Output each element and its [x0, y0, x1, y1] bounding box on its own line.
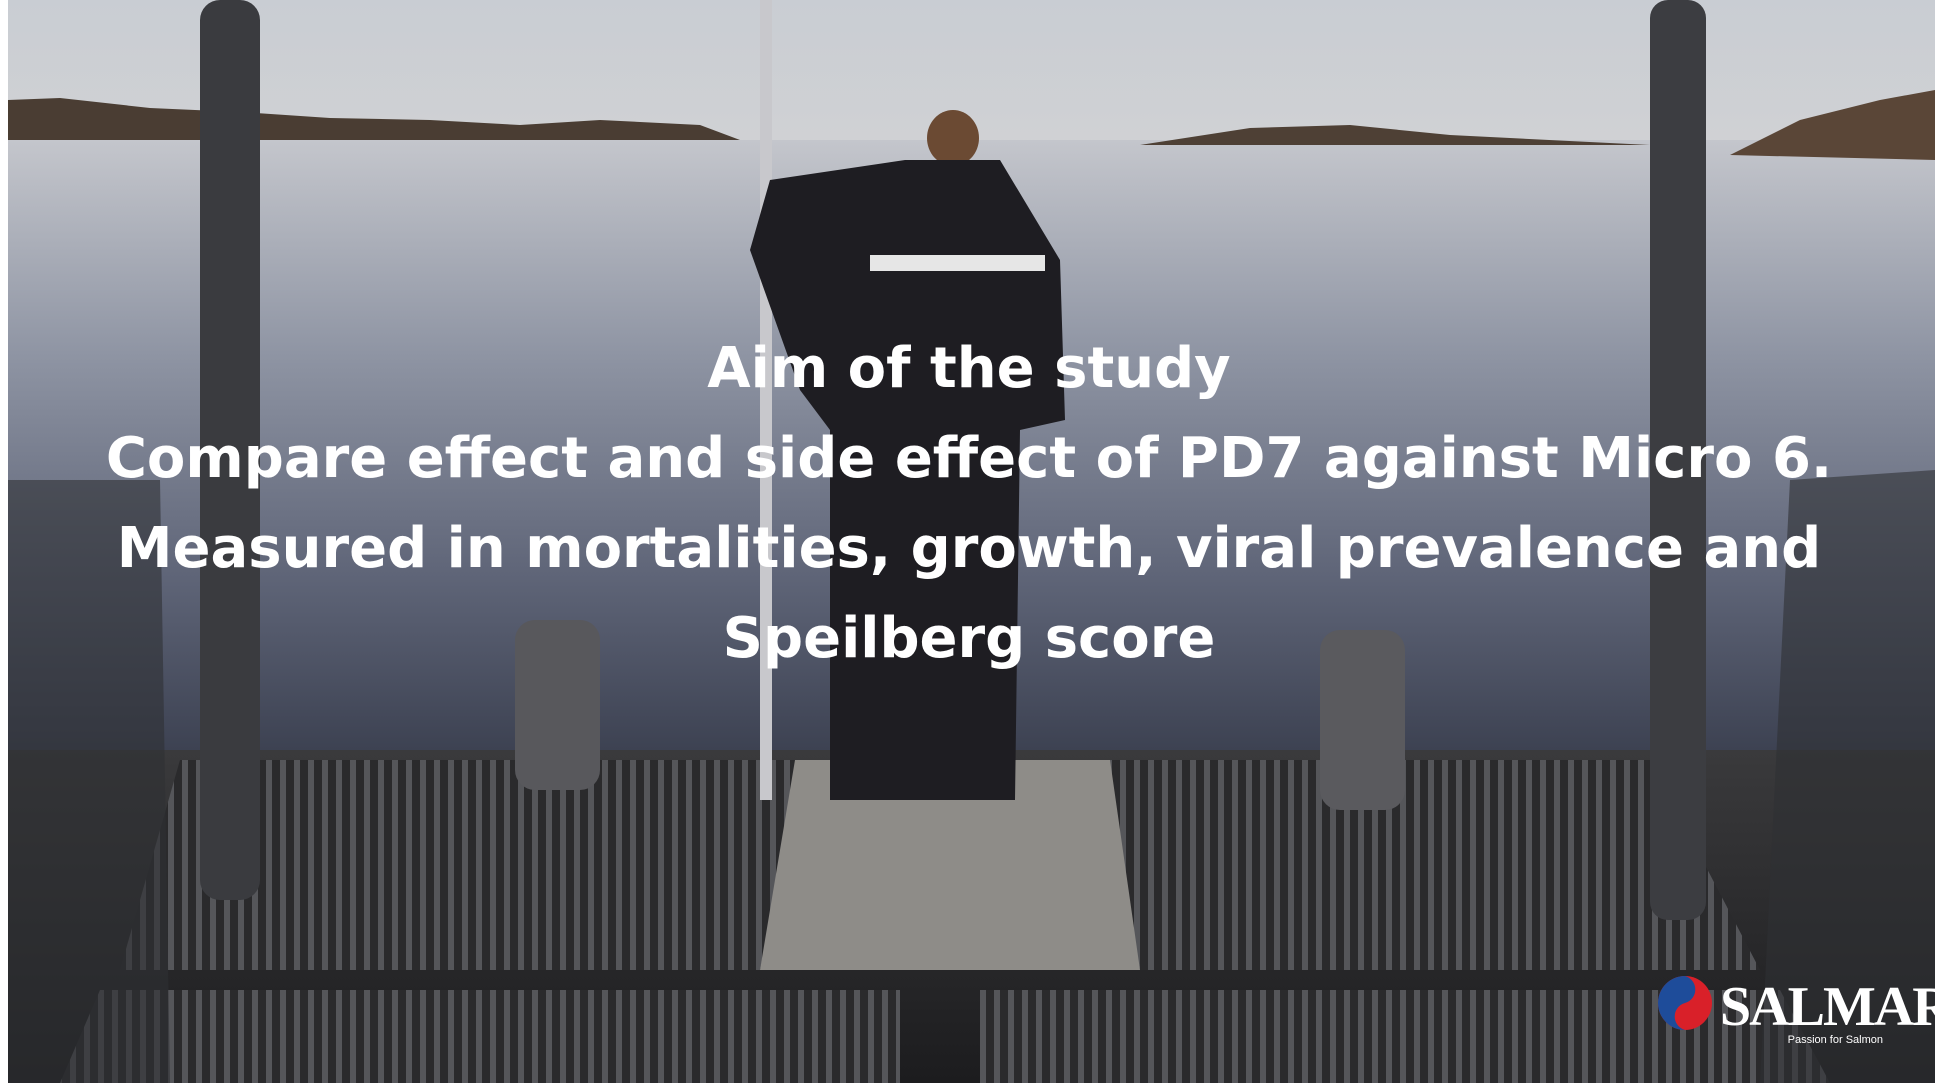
background-photo: [8, 0, 1935, 1083]
heading: Aim of the study: [707, 336, 1230, 401]
logo-tagline: Passion for Salmon: [1788, 1034, 1883, 1046]
logo: SALMAR Passion for Salmon: [1658, 976, 1935, 1046]
person: [750, 110, 1065, 800]
body-line: Speilberg score: [723, 606, 1216, 671]
body-line: Compare effect and side effect of PD7 ag…: [106, 426, 1832, 491]
body-line: Measured in mortalities, growth, viral p…: [117, 516, 1821, 581]
logo-name: SALMAR: [1720, 976, 1935, 1038]
